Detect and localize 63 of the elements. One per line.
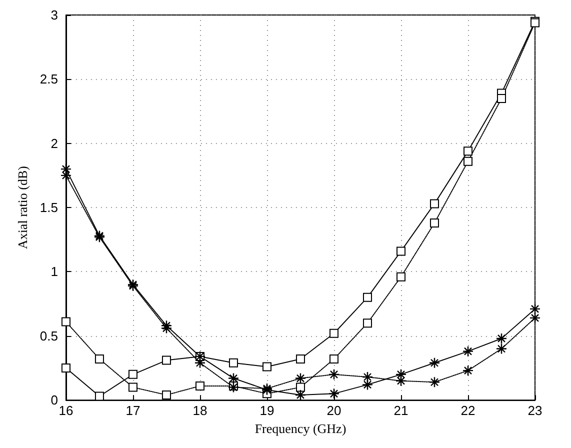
point: [128, 370, 138, 379]
point: [428, 376, 440, 388]
y-tick-label: 3: [50, 8, 58, 22]
point: [94, 354, 104, 364]
point: [228, 382, 240, 393]
y-tick-label: 1.5: [40, 200, 58, 216]
point: [496, 343, 508, 354]
y-tick-label: 1: [50, 264, 58, 280]
point: [296, 382, 305, 392]
x-tick-label: 20: [326, 403, 342, 418]
point: [395, 375, 407, 386]
point: [162, 390, 171, 400]
y-tick-label: 0.5: [40, 328, 58, 344]
point: [228, 372, 240, 384]
point: [160, 320, 172, 332]
point: [228, 358, 238, 368]
point: [328, 368, 340, 380]
point: [395, 368, 407, 380]
point: [296, 354, 305, 364]
point: [497, 94, 506, 103]
point: [529, 303, 541, 315]
point: [462, 364, 474, 376]
point: [396, 272, 406, 282]
point: [430, 199, 439, 208]
point: [328, 388, 340, 400]
point: [60, 163, 72, 175]
point: [496, 332, 508, 344]
y-axis-title: Axial ratio (dB): [15, 166, 30, 250]
point: [128, 382, 138, 392]
point: [362, 371, 374, 383]
point: [160, 322, 172, 334]
x-tick-label: 16: [58, 403, 74, 418]
y-tick-label: 2.5: [40, 72, 58, 87]
y-tick-label: 2: [50, 136, 58, 151]
point: [428, 357, 440, 368]
x-axis-title: Frequency (GHz): [254, 421, 346, 436]
point: [194, 357, 206, 368]
point: [396, 246, 406, 256]
point: [61, 317, 70, 326]
point: [463, 156, 472, 166]
point: [362, 379, 374, 390]
point: [362, 292, 372, 302]
point: [462, 346, 474, 357]
point: [94, 392, 104, 401]
x-tick-label: 21: [394, 403, 408, 418]
x-tick-label: 19: [260, 403, 274, 418]
x-tick-label: 23: [528, 403, 542, 418]
y-tick-label: 0: [50, 392, 58, 408]
point: [294, 372, 306, 384]
point: [463, 146, 472, 156]
x-tick-label: 22: [460, 403, 476, 418]
point: [329, 354, 338, 364]
point: [162, 356, 171, 365]
point: [262, 362, 272, 372]
point: [362, 318, 372, 328]
point: [195, 381, 204, 390]
x-tick-label: 18: [192, 403, 208, 418]
x-tick-label: 17: [126, 403, 140, 418]
point: [61, 364, 70, 373]
point: [430, 218, 439, 228]
point: [294, 389, 306, 401]
point: [529, 312, 541, 324]
point: [329, 328, 338, 338]
